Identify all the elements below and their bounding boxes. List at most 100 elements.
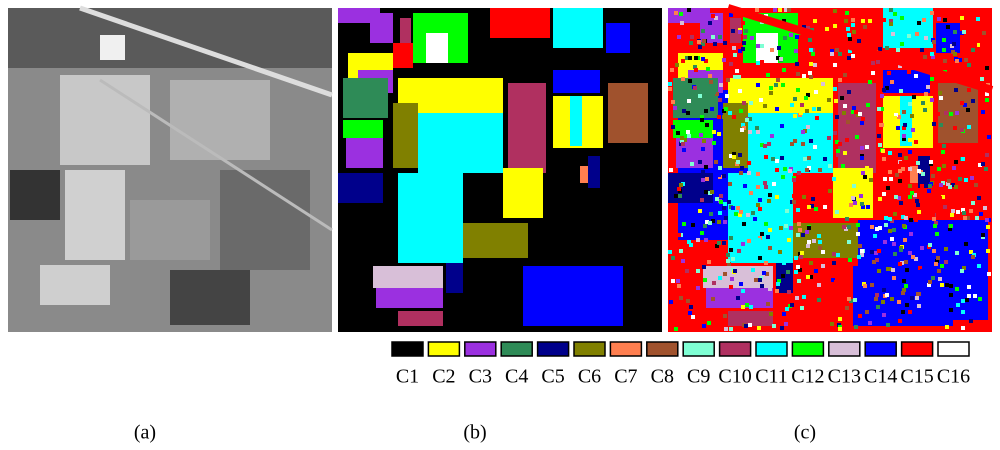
noise-pixel — [861, 117, 865, 121]
noise-pixel — [914, 74, 918, 78]
noise-pixel — [786, 270, 790, 274]
noise-pixel — [948, 227, 952, 231]
region — [608, 83, 648, 143]
noise-pixel — [797, 222, 801, 226]
noise-pixel — [860, 146, 864, 150]
noise-pixel — [766, 302, 770, 306]
noise-pixel — [929, 160, 933, 164]
noise-pixel — [702, 139, 706, 143]
noise-pixel — [731, 206, 735, 210]
noise-pixel — [882, 157, 886, 161]
noise-pixel — [687, 134, 691, 138]
noise-pixel — [898, 319, 902, 323]
noise-pixel — [729, 154, 733, 158]
noise-pixel — [885, 293, 889, 297]
noise-pixel — [775, 107, 779, 111]
legend: C1 C2 C3 C4 C5 C6 C7 C8 C9 C10 C11 C12 C13 C14 C15 C16 — [391, 341, 970, 388]
noise-pixel — [685, 56, 689, 60]
noise-pixel — [848, 37, 852, 41]
noise-pixel — [701, 178, 705, 182]
noise-pixel — [688, 56, 692, 60]
noise-pixel — [674, 11, 678, 15]
noise-pixel — [931, 276, 935, 280]
noise-pixel — [857, 255, 861, 259]
noise-pixel — [951, 183, 955, 187]
noise-pixel — [787, 8, 791, 12]
noise-pixel — [809, 48, 813, 52]
legend-swatch — [391, 341, 424, 357]
noise-pixel — [976, 17, 980, 21]
noise-pixel — [740, 128, 744, 132]
noise-pixel — [736, 160, 740, 164]
noise-pixel — [853, 201, 857, 205]
noise-pixel — [832, 252, 836, 256]
noise-pixel — [961, 326, 965, 330]
noise-pixel — [967, 125, 971, 129]
noise-pixel — [915, 296, 919, 300]
noise-pixel — [917, 169, 921, 173]
noise-pixel — [872, 260, 876, 264]
noise-pixel — [889, 8, 893, 12]
region — [398, 311, 443, 326]
noise-pixel — [882, 288, 886, 292]
noise-pixel — [808, 71, 812, 75]
region — [508, 83, 546, 173]
noise-pixel — [796, 72, 800, 76]
noise-pixel — [908, 167, 912, 171]
noise-pixel — [983, 206, 987, 210]
noise-pixel — [729, 62, 733, 66]
noise-pixel — [709, 212, 713, 216]
noise-pixel — [874, 251, 878, 255]
region — [553, 8, 603, 48]
noise-pixel — [799, 255, 803, 259]
noise-pixel — [934, 221, 938, 225]
noise-pixel — [967, 63, 971, 67]
noise-pixel — [980, 77, 984, 81]
noise-pixel — [712, 281, 716, 285]
noise-pixel — [910, 191, 914, 195]
noise-pixel — [952, 166, 956, 170]
noise-pixel — [969, 250, 973, 254]
noise-pixel — [805, 109, 809, 113]
noise-pixel — [704, 190, 708, 194]
noise-pixel — [907, 70, 911, 74]
noise-pixel — [863, 175, 867, 179]
noise-pixel — [920, 48, 924, 52]
noise-pixel — [755, 126, 759, 130]
noise-pixel — [686, 111, 690, 115]
noise-pixel — [739, 210, 743, 214]
noise-pixel — [904, 156, 908, 160]
noise-pixel — [811, 197, 815, 201]
noise-pixel — [955, 251, 959, 255]
noise-pixel — [865, 145, 869, 149]
legend-label: C1 — [396, 366, 419, 388]
noise-pixel — [710, 190, 714, 194]
noise-pixel — [673, 106, 677, 110]
noise-pixel — [953, 52, 957, 56]
noise-pixel — [932, 249, 936, 253]
noise-pixel — [680, 139, 684, 143]
noise-pixel — [931, 55, 935, 59]
noise-pixel — [782, 261, 786, 265]
noise-pixel — [669, 300, 673, 304]
noise-pixel — [821, 264, 825, 268]
noise-pixel — [908, 310, 912, 314]
noise-pixel — [756, 83, 760, 87]
noise-pixel — [668, 250, 672, 254]
noise-pixel — [679, 183, 683, 187]
noise-pixel — [766, 235, 770, 239]
noise-pixel — [854, 325, 858, 329]
noise-pixel — [838, 52, 842, 56]
noise-pixel — [866, 103, 870, 107]
noise-pixel — [828, 164, 832, 168]
region — [400, 18, 411, 48]
noise-pixel — [954, 88, 958, 92]
noise-pixel — [865, 310, 869, 314]
noise-pixel — [936, 112, 940, 116]
noise-pixel — [851, 110, 855, 114]
noise-pixel — [763, 104, 767, 108]
noise-pixel — [909, 218, 913, 222]
noise-pixel — [952, 42, 956, 46]
noise-pixel — [897, 115, 901, 119]
noise-pixel — [903, 238, 907, 242]
